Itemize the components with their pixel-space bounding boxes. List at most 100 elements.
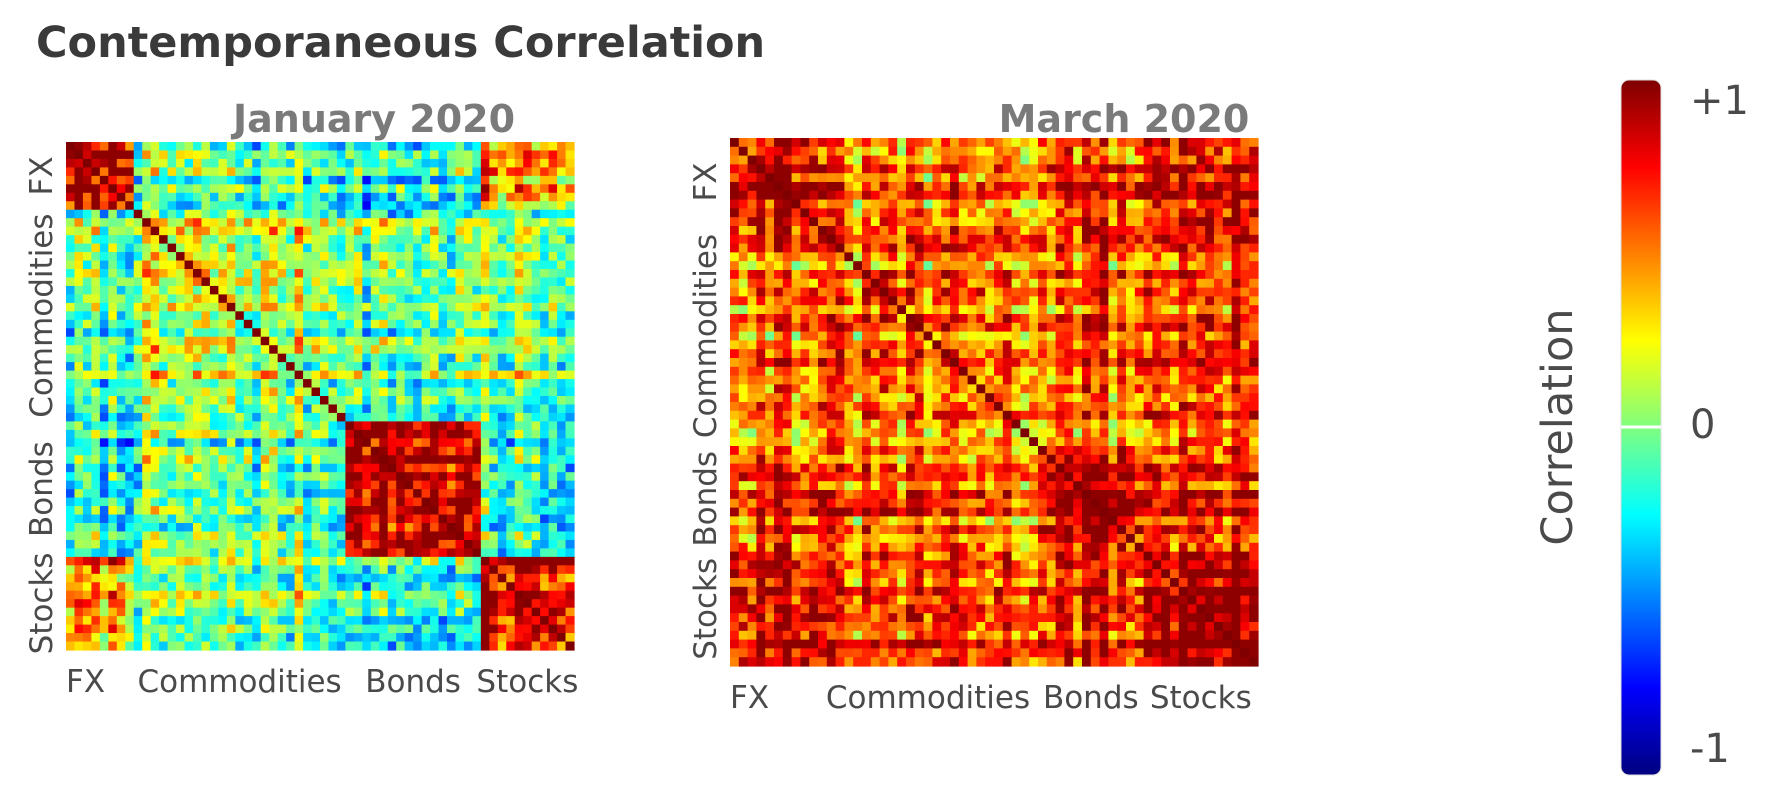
heatmap-cell	[738, 314, 749, 324]
heatmap-cell	[66, 167, 76, 177]
heatmap-cell	[218, 142, 228, 152]
heatmap-cell	[531, 489, 541, 499]
heatmap-cell	[303, 539, 313, 549]
heatmap-cell	[320, 573, 330, 583]
heatmap-cell	[336, 412, 346, 422]
heatmap-cell	[472, 539, 482, 549]
heatmap-cell	[184, 429, 194, 439]
heatmap-cell	[116, 379, 126, 389]
heatmap-cell	[133, 167, 143, 177]
heatmap-cell	[142, 556, 152, 566]
heatmap-cell	[209, 226, 219, 236]
heatmap-cell	[108, 624, 118, 634]
heatmap-cell	[1240, 199, 1250, 209]
heatmap-cell	[201, 362, 211, 372]
heatmap-cell	[362, 455, 372, 465]
heatmap-cell	[565, 294, 575, 304]
heatmap-cell	[565, 336, 575, 346]
heatmap-cell	[862, 173, 872, 183]
heatmap-cell	[540, 302, 550, 312]
heatmap-cell	[809, 331, 819, 341]
heatmap-cell	[1240, 226, 1250, 236]
heatmap-cell	[99, 421, 109, 431]
heatmap-cell	[184, 472, 194, 482]
heatmap-cell	[472, 565, 482, 575]
heatmap-cell	[809, 322, 819, 333]
heatmap-cell	[328, 404, 338, 414]
heatmap-cell	[108, 607, 118, 617]
heatmap-cell	[906, 217, 916, 227]
heatmap-cell	[463, 412, 473, 422]
heatmap-cell	[818, 278, 828, 289]
heatmap-cell	[201, 633, 211, 643]
heatmap-cell	[387, 531, 397, 541]
heatmap-cell	[1231, 199, 1241, 209]
heatmap-cell	[311, 285, 321, 295]
heatmap-cell	[218, 285, 228, 295]
heatmap-cell	[421, 226, 431, 236]
heatmap-cell	[345, 489, 355, 499]
heatmap-cell	[421, 167, 431, 177]
heatmap-cell	[108, 260, 118, 270]
heatmap-cell	[294, 328, 304, 338]
heatmap-cell	[218, 455, 228, 465]
heatmap-cell	[463, 523, 473, 533]
heatmap-cell	[320, 472, 330, 482]
heatmap-cell	[99, 269, 109, 279]
heatmap-cell	[1055, 314, 1065, 324]
heatmap-cell	[523, 624, 533, 634]
heatmap-cell	[184, 497, 194, 507]
heatmap-cell	[897, 278, 907, 289]
heatmap-cell	[91, 590, 101, 600]
heatmap-cell	[950, 146, 960, 157]
heatmap-cell	[294, 285, 304, 295]
heatmap-cell	[294, 590, 304, 600]
heatmap-cell	[506, 506, 516, 516]
heatmap-cell	[320, 421, 330, 431]
heatmap-cell	[286, 539, 296, 549]
heatmap-cell	[438, 463, 448, 473]
heatmap-cell	[125, 269, 135, 279]
heatmap-cell	[489, 175, 499, 185]
heatmap-cell	[404, 548, 414, 558]
heatmap-cell	[914, 146, 925, 157]
heatmap-cell	[252, 565, 262, 575]
heatmap-cell	[277, 607, 287, 617]
heatmap-cell	[82, 455, 92, 465]
heatmap-cell	[362, 370, 372, 380]
heatmap-cell	[1011, 164, 1021, 174]
heatmap-cell	[345, 556, 355, 566]
heatmap-cell	[489, 302, 499, 312]
heatmap-cell	[756, 296, 766, 306]
heatmap-cell	[1134, 164, 1145, 174]
heatmap-cell	[818, 234, 828, 245]
heatmap-cell	[396, 506, 406, 516]
heatmap-cell	[514, 277, 524, 287]
heatmap-cell	[66, 514, 76, 524]
heatmap-cell	[747, 252, 757, 262]
heatmap-cell	[99, 633, 109, 643]
heatmap-cell	[447, 624, 457, 634]
heatmap-cell	[514, 556, 524, 566]
heatmap-cell	[303, 404, 313, 414]
heatmap-cell	[328, 370, 338, 380]
heatmap-cell	[362, 556, 372, 566]
heatmap-cell	[133, 142, 143, 152]
heatmap-cell	[565, 260, 575, 270]
heatmap-cell	[1064, 234, 1074, 245]
heatmap-cell	[967, 146, 977, 157]
heatmap-cell	[311, 370, 321, 380]
heatmap-cell	[1240, 138, 1250, 148]
heatmap-cell	[557, 582, 567, 592]
heatmap-cell	[506, 616, 516, 626]
heatmap-cell	[914, 164, 925, 174]
heatmap-cell	[1055, 278, 1065, 289]
heatmap-cell	[74, 396, 84, 406]
heatmap-cell	[387, 226, 397, 236]
heatmap-cell	[1055, 208, 1065, 218]
heatmap-cell	[523, 556, 533, 566]
heatmap-cell	[82, 599, 92, 609]
heatmap-cell	[125, 336, 135, 346]
heatmap-cell	[142, 235, 152, 245]
heatmap-cell	[497, 269, 507, 279]
